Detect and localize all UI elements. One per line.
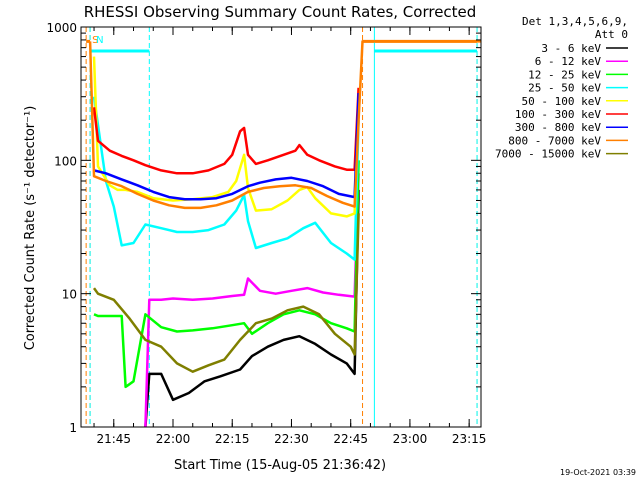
legend-label-12-25-kev: 12 - 25 keV <box>528 68 601 81</box>
plot-frame <box>80 26 482 428</box>
x-tick-label: 22:45 <box>333 432 368 446</box>
y-tick-label: 1000 <box>46 21 77 35</box>
annotation-label-n: N <box>96 35 103 46</box>
series-line-300-800-kev <box>93 92 360 201</box>
y-tick-label: 10 <box>62 288 77 302</box>
x-tick-label: 23:15 <box>452 432 487 446</box>
legend-label-100-300-kev: 100 - 300 keV <box>515 108 601 121</box>
legend-header-line-2: Att 0 <box>595 28 628 41</box>
series-line-6-12-kev <box>144 173 360 428</box>
legend-label-25-50-kev: 25 - 50 keV <box>528 82 601 95</box>
annotation-label-s: S <box>92 35 98 46</box>
x-tick-label: 22:30 <box>274 432 309 446</box>
legend-label-6-12-kev: 6 - 12 keV <box>535 55 602 68</box>
series-line-25-50-kev <box>92 96 360 261</box>
legend-header-line-1: Det 1,3,4,5,6,9, <box>522 15 628 28</box>
series-line-50-100-kev <box>92 56 360 218</box>
y-axis-label: Corrected Count Rate (s⁻¹ detector⁻¹) <box>23 106 38 351</box>
series-line-800-7000-kev <box>88 40 481 210</box>
legend-label-50-100-kev: 50 - 100 keV <box>522 95 602 108</box>
x-tick-label: 22:00 <box>156 432 191 446</box>
chart-title: RHESSI Observing Summary Count Rates, Co… <box>84 3 477 21</box>
legend-label-3-6-kev: 3 - 6 keV <box>541 42 601 55</box>
y-tick-label: 100 <box>54 154 77 168</box>
legend-label-7000-15000-kev: 7000 - 15000 keV <box>495 148 601 161</box>
plot-area: SN 21:45 22:00 22:15 22:30 22:45 23:00 23:15 1… <box>46 21 486 446</box>
x-tick-label: 22:15 <box>215 432 250 446</box>
x-tick-label: 23:00 <box>393 432 428 446</box>
series-line-12-25-kev <box>93 160 360 389</box>
legend-label-300-800-kev: 300 - 800 keV <box>515 121 601 134</box>
series-line-100-300-kev <box>92 87 360 175</box>
x-tick-label: 21:45 <box>96 432 131 446</box>
series-line-3-6-kev <box>144 189 360 428</box>
y-tick-label: 1 <box>69 421 77 435</box>
legend-label-800-7000-kev: 800 - 7000 keV <box>508 134 601 147</box>
series-line-7000-15000-kev <box>92 213 360 373</box>
footer-timestamp: 19-Oct-2021 03:39 <box>560 468 636 477</box>
x-axis-label: Start Time (15-Aug-05 21:36:42) <box>174 458 386 473</box>
